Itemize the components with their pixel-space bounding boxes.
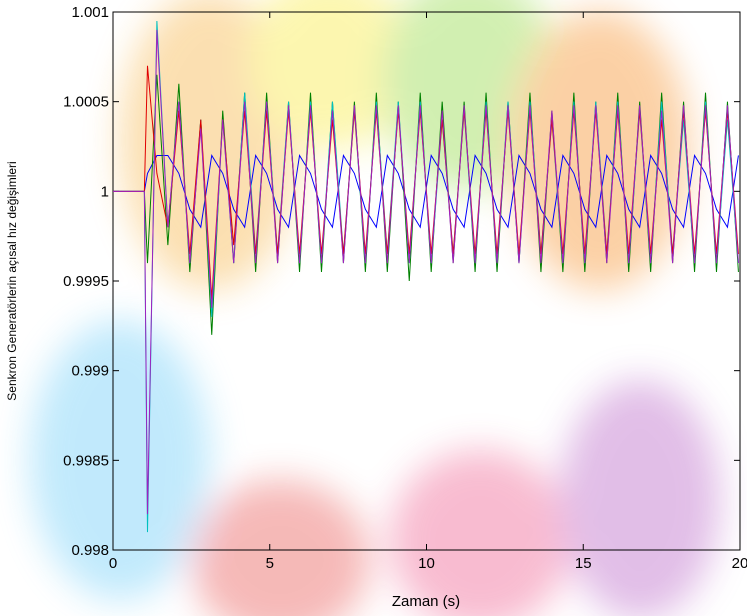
x-tick-label: 20: [732, 555, 747, 572]
x-axis-label: Zaman (s): [392, 593, 460, 610]
y-tick-label: 0.9995: [63, 273, 109, 290]
x-tick-label: 5: [266, 555, 274, 572]
x-tick-label: 15: [575, 555, 592, 572]
x-tick-label: 10: [418, 555, 435, 572]
y-tick-label: 0.998: [71, 542, 109, 559]
y-tick-label: 0.9985: [63, 452, 109, 469]
y-tick-label: 1.001: [71, 4, 109, 21]
series-line: [113, 29, 739, 515]
y-tick-label: 1.0005: [63, 94, 109, 111]
y-tick-label: 0.999: [71, 363, 109, 380]
watermark: [30, 0, 720, 616]
x-tick-label: 0: [109, 555, 117, 572]
y-tick-label: 1: [101, 183, 109, 200]
series-line: [113, 154, 739, 229]
y-axis-label: Senkron Generatörlerin açısal hız değişi…: [5, 161, 19, 400]
